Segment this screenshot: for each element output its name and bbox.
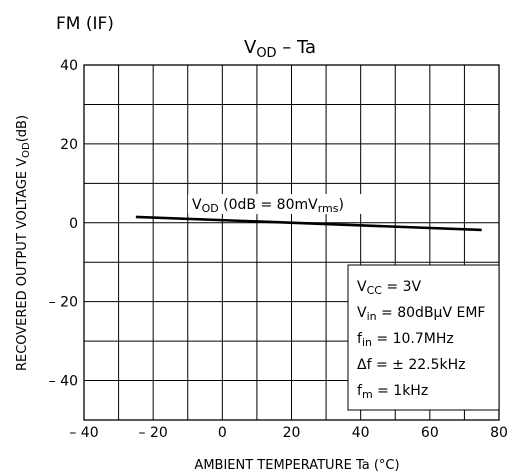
curve-label-bg [188, 194, 363, 214]
series-line-0 [135, 215, 482, 232]
x-axis-label: AMBIENT TEMPERATURE Ta (°C) [194, 458, 399, 473]
x-tick-label: 40 [352, 425, 370, 441]
y-tick-label: 0 [69, 216, 78, 232]
y-tick-labels: 40 20 0 – 20 – 40 [49, 58, 78, 390]
x-tick-label: 0 [218, 425, 227, 441]
y-tick-label: 20 [60, 137, 78, 153]
condition-line: fin = 10.7MHz [357, 331, 454, 349]
condition-line: VCC = 3V [357, 279, 421, 297]
y-tick-label: 40 [60, 58, 78, 74]
curves [135, 215, 482, 232]
condition-line: Δf = ± 22.5kHz [357, 357, 465, 373]
curve-label: VOD (0dB = 80mVrms) [192, 197, 344, 215]
condition-line: Vin = 80dBμV EMF [357, 305, 485, 323]
chart-title: VOD – Ta [244, 37, 316, 61]
x-tick-label: 60 [421, 425, 439, 441]
condition-line: fm = 1kHz [357, 383, 428, 401]
x-tick-label: – 20 [139, 425, 168, 441]
y-tick-label: – 20 [49, 295, 78, 311]
x-tick-label: 80 [490, 425, 508, 441]
conditions-box [347, 264, 500, 411]
x-tick-label: 20 [283, 425, 301, 441]
y-tick-label: – 40 [49, 374, 78, 390]
x-tick-labels: – 40 – 20 0 20 40 60 80 [69, 425, 508, 441]
plot-frame [83, 64, 500, 421]
x-tick-label: – 40 [69, 425, 98, 441]
section-label: FM (IF) [56, 14, 114, 34]
conditions-list: VCC = 3V Vin = 80dBμV EMF fin = 10.7MHz Δf … [357, 279, 485, 401]
y-axis-label: RECOVERED OUTPUT VOLTAGE VOD(dB) [15, 115, 32, 371]
